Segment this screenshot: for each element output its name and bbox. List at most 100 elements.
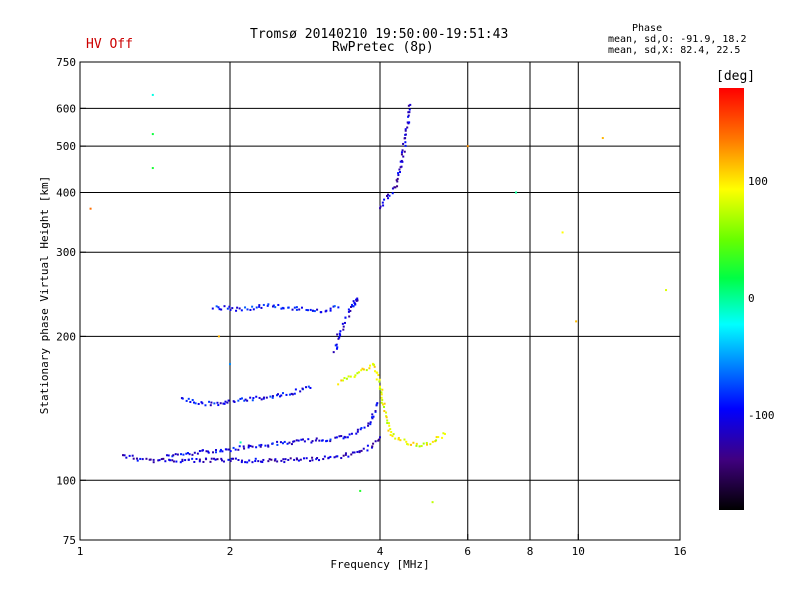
echo-point — [293, 458, 296, 461]
echo-point — [336, 333, 339, 336]
echo-point — [307, 438, 310, 441]
echo-point — [267, 303, 270, 306]
echo-point — [152, 458, 155, 461]
echo-point — [377, 439, 380, 442]
echo-point — [179, 461, 182, 464]
echo-point — [280, 459, 283, 462]
echo-point — [315, 437, 318, 440]
echo-point — [400, 159, 403, 162]
echo-point — [354, 374, 357, 377]
echo-point — [287, 458, 290, 461]
y-tick-label: 750 — [56, 56, 76, 69]
echo-point — [387, 429, 390, 432]
echo-point — [185, 399, 188, 402]
echo-point — [435, 436, 438, 439]
echo-point — [239, 441, 242, 444]
echo-point — [246, 461, 249, 464]
echo-point — [409, 103, 412, 106]
echo-point — [291, 393, 294, 396]
echo-point — [338, 332, 341, 335]
echo-point — [255, 306, 258, 309]
echo-point — [368, 367, 371, 370]
echo-point — [135, 457, 138, 460]
echo-point — [407, 104, 410, 107]
echo-point — [377, 374, 380, 377]
x-tick-label: 8 — [527, 545, 534, 558]
echo-point — [381, 201, 384, 204]
echo-point — [386, 419, 389, 422]
echo-point — [292, 440, 295, 443]
echo-point — [298, 308, 301, 311]
echo-point — [186, 452, 189, 455]
echo-point — [289, 457, 292, 460]
echo-point — [282, 458, 285, 461]
echo-point — [370, 446, 373, 449]
echo-point — [316, 308, 319, 311]
echo-point — [372, 415, 375, 418]
echo-point — [353, 451, 356, 454]
echo-point — [198, 450, 201, 453]
echo-point — [255, 446, 258, 449]
echo-point — [209, 404, 212, 407]
echo-point — [366, 444, 369, 447]
echo-point — [363, 426, 366, 429]
echo-point — [152, 461, 155, 464]
y-tick-label: 400 — [56, 186, 76, 199]
echo-point — [174, 453, 177, 456]
echo-point — [352, 305, 355, 308]
echo-point — [403, 150, 406, 153]
echo-point — [392, 433, 395, 436]
echo-point — [240, 397, 243, 400]
phase-o-stats: mean, sd,O: -91.9, 18.2 — [608, 34, 747, 45]
echo-point — [381, 403, 384, 406]
echo-point — [184, 459, 187, 462]
echo-point — [431, 440, 434, 443]
echo-point — [402, 155, 405, 158]
echo-point — [311, 456, 314, 459]
echo-point — [340, 457, 343, 460]
echo-point — [285, 393, 288, 396]
echo-point — [180, 453, 183, 456]
echo-point — [227, 448, 230, 451]
echo-point — [387, 193, 390, 196]
echo-point — [342, 454, 345, 457]
echo-point — [350, 303, 353, 306]
echo-point — [442, 432, 445, 435]
echo-point — [209, 460, 212, 463]
echo-point — [299, 458, 302, 461]
echo-point — [158, 459, 161, 462]
echo-point — [396, 180, 399, 183]
echo-point — [309, 308, 312, 311]
echo-point — [176, 453, 179, 456]
status-label: HV Off — [86, 37, 133, 52]
echo-point — [378, 380, 381, 383]
echo-point — [329, 309, 332, 312]
echo-point — [229, 460, 232, 463]
echo-point — [260, 306, 263, 309]
echo-point — [400, 151, 403, 154]
echo-point — [239, 397, 242, 400]
echo-point — [418, 445, 421, 448]
echo-point — [347, 308, 350, 311]
echo-point — [259, 445, 262, 448]
echo-point — [89, 207, 92, 210]
echo-point — [326, 439, 329, 442]
echo-point — [218, 308, 221, 311]
echo-point — [282, 307, 285, 310]
echo-point — [215, 451, 218, 454]
echo-point — [399, 171, 401, 174]
echo-point — [243, 447, 246, 450]
echo-point — [293, 440, 296, 443]
echo-point — [257, 460, 260, 463]
echo-point — [262, 397, 265, 400]
echo-point — [352, 300, 355, 303]
echo-point — [157, 459, 160, 462]
echo-point — [397, 174, 400, 177]
echo-point — [412, 441, 415, 444]
colorbar-tick-label: 0 — [748, 292, 755, 305]
echo-point — [376, 371, 379, 374]
echo-point — [332, 305, 335, 308]
echo-point — [226, 307, 229, 310]
echo-point — [305, 386, 308, 389]
echo-point — [259, 460, 262, 463]
